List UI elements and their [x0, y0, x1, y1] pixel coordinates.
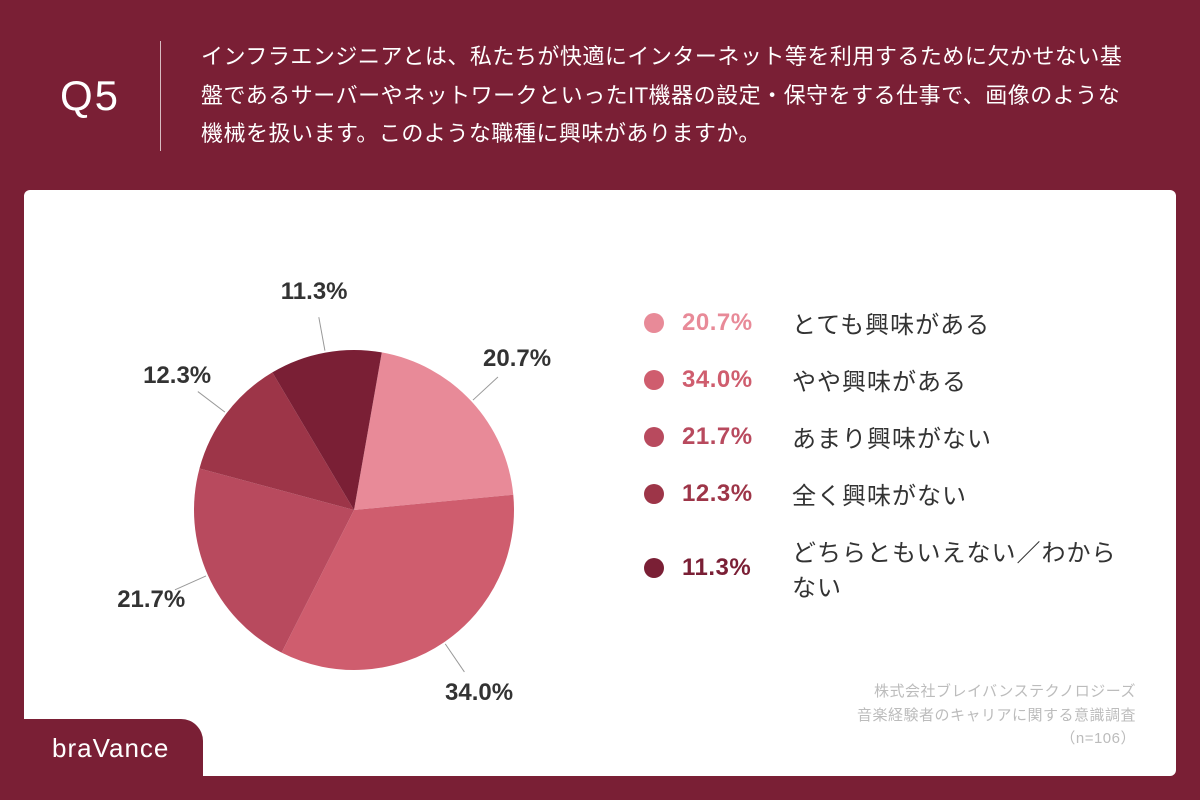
- pie-slice-label: 21.7%: [117, 586, 185, 614]
- legend-dot-icon: [644, 427, 664, 447]
- legend-percent: 11.3%: [682, 554, 792, 582]
- pie-slice: [354, 352, 513, 510]
- source-line-1: 株式会社ブレイバンステクノロジーズ: [857, 680, 1136, 703]
- legend-dot-icon: [644, 558, 664, 578]
- pie-chart: 20.7% 34.0% 21.7% 12.3% 11.3%: [84, 230, 584, 730]
- legend-label: とても興味がある: [792, 305, 990, 340]
- pie-slice-label: 12.3%: [143, 362, 211, 390]
- leader-line: [198, 392, 225, 413]
- legend-row: 34.0%やや興味がある: [644, 362, 1136, 397]
- legend-percent: 21.7%: [682, 423, 792, 451]
- question-number: Q5: [60, 72, 160, 120]
- brand-badge: braVance: [24, 719, 203, 776]
- legend-dot-icon: [644, 370, 664, 390]
- source-attribution: 株式会社ブレイバンステクノロジーズ 音楽経験者のキャリアに関する意識調査 （n=…: [857, 680, 1136, 750]
- legend-label: あまり興味がない: [792, 419, 992, 454]
- source-line-2: 音楽経験者のキャリアに関する意識調査: [857, 704, 1136, 727]
- legend-label: どちらともいえない／わからない: [792, 533, 1136, 603]
- chart-card: 20.7%34.0%21.7%12.3%11.3% 20.7%とても興味がある3…: [24, 190, 1176, 776]
- legend-label: 全く興味がない: [792, 476, 967, 511]
- source-line-3: （n=106）: [857, 727, 1136, 750]
- legend-row: 11.3%どちらともいえない／わからない: [644, 533, 1136, 603]
- legend-percent: 34.0%: [682, 366, 792, 394]
- legend-percent: 20.7%: [682, 309, 792, 337]
- legend-row: 21.7%あまり興味がない: [644, 419, 1136, 454]
- legend-label: やや興味がある: [792, 362, 967, 397]
- leader-line: [445, 644, 464, 672]
- pie-slice-label: 11.3%: [281, 278, 348, 306]
- legend-row: 12.3%全く興味がない: [644, 476, 1136, 511]
- legend: 20.7%とても興味がある34.0%やや興味がある21.7%あまり興味がない12…: [644, 305, 1136, 625]
- question-text: インフラエンジニアとは、私たちが快適にインターネット等を利用するために欠かせない…: [161, 38, 1140, 154]
- legend-dot-icon: [644, 313, 664, 333]
- pie-slice-label: 20.7%: [483, 345, 551, 373]
- legend-dot-icon: [644, 484, 664, 504]
- leader-line: [319, 317, 325, 350]
- pie-slice-label: 34.0%: [445, 679, 513, 707]
- legend-percent: 12.3%: [682, 480, 792, 508]
- legend-row: 20.7%とても興味がある: [644, 305, 1136, 340]
- leader-line: [473, 377, 498, 400]
- header: Q5 インフラエンジニアとは、私たちが快適にインターネット等を利用するために欠か…: [0, 0, 1200, 184]
